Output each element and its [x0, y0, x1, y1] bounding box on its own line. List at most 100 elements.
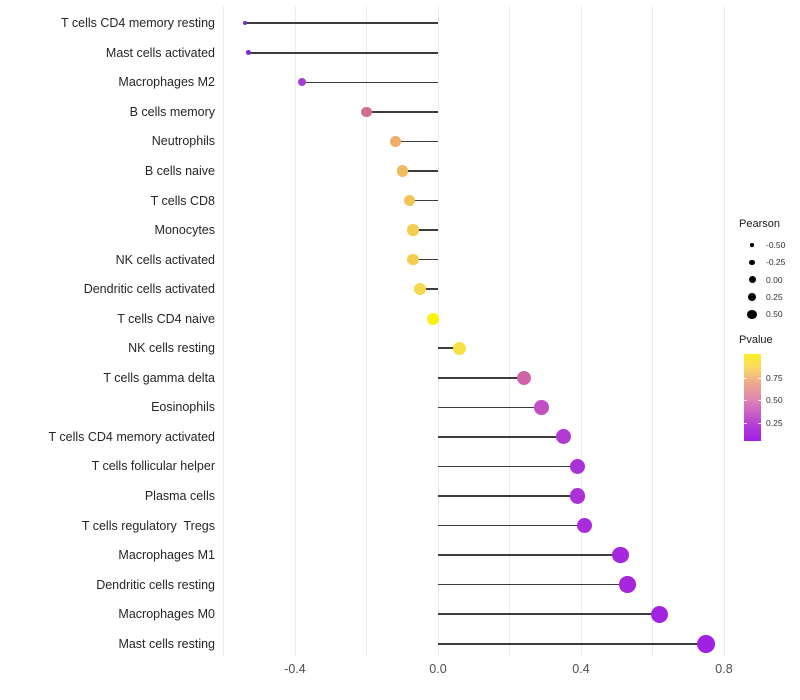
- gridline: [437, 6, 439, 656]
- lollipop-stem: [438, 554, 621, 556]
- size-legend-label: -0.25: [766, 257, 786, 268]
- gridline: [366, 6, 367, 656]
- colorbar-label: 0.75: [766, 373, 783, 383]
- y-axis-category-label: Mast cells resting: [118, 636, 215, 651]
- lollipop-dot: [297, 78, 307, 87]
- lollipop-stem: [412, 258, 438, 261]
- size-legend-label: 0.50: [766, 309, 783, 320]
- size-legend-label: 0.00: [766, 274, 783, 285]
- size-legend-dot: [750, 243, 754, 247]
- lollipop-dot: [697, 634, 716, 653]
- y-axis-category-label: T cells CD4 naive: [117, 311, 215, 326]
- pvalue-gradient-bar: [744, 354, 761, 441]
- gridline: [294, 6, 296, 656]
- lollipop-stem: [402, 170, 438, 172]
- gridline: [652, 6, 653, 656]
- y-axis-category-label: T cells gamma delta: [103, 370, 215, 385]
- lollipop-dot: [396, 165, 408, 177]
- size-legend-label: -0.50: [766, 240, 786, 250]
- y-axis-category-label: T cells regulatory Tregs: [81, 518, 215, 533]
- lollipop-dot: [403, 194, 416, 207]
- y-axis-category-label: Macrophages M2: [118, 75, 215, 90]
- lollipop-stem: [438, 495, 578, 497]
- lollipop-dot: [426, 312, 439, 325]
- lollipop-dot: [576, 517, 593, 534]
- y-axis-category-label: Eosinophils: [151, 400, 215, 415]
- gridline: [509, 6, 510, 656]
- lollipop-dot: [361, 106, 372, 118]
- y-axis-category-label: Plasma cells: [144, 489, 215, 503]
- size-legend-dot: [747, 292, 757, 301]
- lollipop-stem: [244, 22, 438, 24]
- lollipop-stem: [438, 436, 564, 438]
- gridline: [723, 6, 725, 656]
- lollipop-stem: [395, 140, 438, 143]
- y-axis-category-label: Monocytes: [154, 223, 215, 238]
- size-legend-dot: [747, 309, 757, 319]
- x-tick-label: -0.4: [284, 662, 306, 676]
- lollipop-stem: [438, 347, 460, 350]
- size-legend-label: 0.25: [766, 291, 783, 302]
- lollipop-dot: [242, 21, 248, 26]
- lollipop-stem: [438, 406, 542, 409]
- color-legend-title: Pvalue: [739, 334, 773, 346]
- y-axis-category-label: B cells naive: [144, 163, 215, 178]
- colorbar-label: 0.25: [766, 417, 783, 428]
- gridline: [223, 6, 224, 656]
- lollipop-stem: [412, 229, 438, 231]
- lollipop-dot: [407, 253, 419, 266]
- lollipop-dot: [414, 283, 426, 295]
- lollipop-dot: [246, 50, 251, 56]
- lollipop-stem: [438, 377, 524, 379]
- lollipop-stem: [302, 81, 438, 84]
- y-axis-category-label: T cells CD8: [150, 193, 215, 208]
- lollipop-dot: [534, 400, 549, 415]
- y-axis-category-label: Macrophages M1: [118, 548, 215, 563]
- gridline: [580, 6, 582, 656]
- colorbar-tick: [758, 378, 761, 379]
- lollipop-dot: [407, 224, 419, 236]
- x-tick-label: 0.8: [715, 662, 733, 676]
- colorbar-tick: [744, 422, 747, 424]
- lollipop-dot: [569, 458, 586, 475]
- lollipop-dot: [612, 546, 629, 564]
- size-legend-title: Pearson: [739, 218, 780, 230]
- y-axis-category-label: Macrophages M0: [118, 607, 215, 622]
- lollipop-dot: [389, 135, 401, 147]
- lollipop-stem: [420, 288, 438, 290]
- y-axis-category-label: T cells CD4 memory resting: [61, 16, 215, 31]
- colorbar-tick: [758, 422, 761, 424]
- y-axis-category-label: Mast cells activated: [105, 45, 215, 60]
- y-axis-category-label: Dendritic cells activated: [83, 282, 215, 297]
- lollipop-stem: [409, 199, 438, 202]
- lollipop-stem: [438, 642, 707, 645]
- lollipop-dot: [619, 576, 636, 593]
- lollipop-stem: [438, 613, 660, 615]
- y-axis-category-label: T cells follicular helper: [91, 459, 215, 474]
- lollipop-dot: [569, 488, 586, 504]
- y-axis-category-label: T cells CD4 memory activated: [48, 429, 216, 444]
- colorbar-tick: [744, 378, 747, 379]
- lollipop-stem: [248, 51, 438, 54]
- lollipop-stem: [438, 583, 628, 586]
- y-axis-category-label: Dendritic cells resting: [96, 577, 215, 592]
- lollipop-dot: [452, 341, 467, 355]
- colorbar-tick: [758, 400, 761, 402]
- y-axis-category-label: Neutrophils: [151, 134, 215, 149]
- y-axis-category-label: B cells memory: [129, 104, 215, 119]
- lollipop-stem: [366, 111, 438, 113]
- x-tick-label: 0.4: [572, 662, 590, 676]
- lollipop-dot: [555, 429, 571, 445]
- lollipop-stem: [438, 465, 578, 468]
- colorbar-label: 0.50: [766, 395, 783, 406]
- colorbar-tick: [744, 400, 747, 402]
- y-axis-category-label: NK cells activated: [115, 252, 215, 267]
- lollipop-stem: [438, 524, 585, 527]
- lollipop-dot: [650, 605, 669, 623]
- y-axis-category-label: NK cells resting: [128, 341, 215, 356]
- lollipop-dot: [516, 370, 531, 385]
- size-legend-dot: [748, 276, 756, 284]
- size-legend-dot: [749, 259, 755, 266]
- x-tick-label: 0.0: [429, 662, 447, 676]
